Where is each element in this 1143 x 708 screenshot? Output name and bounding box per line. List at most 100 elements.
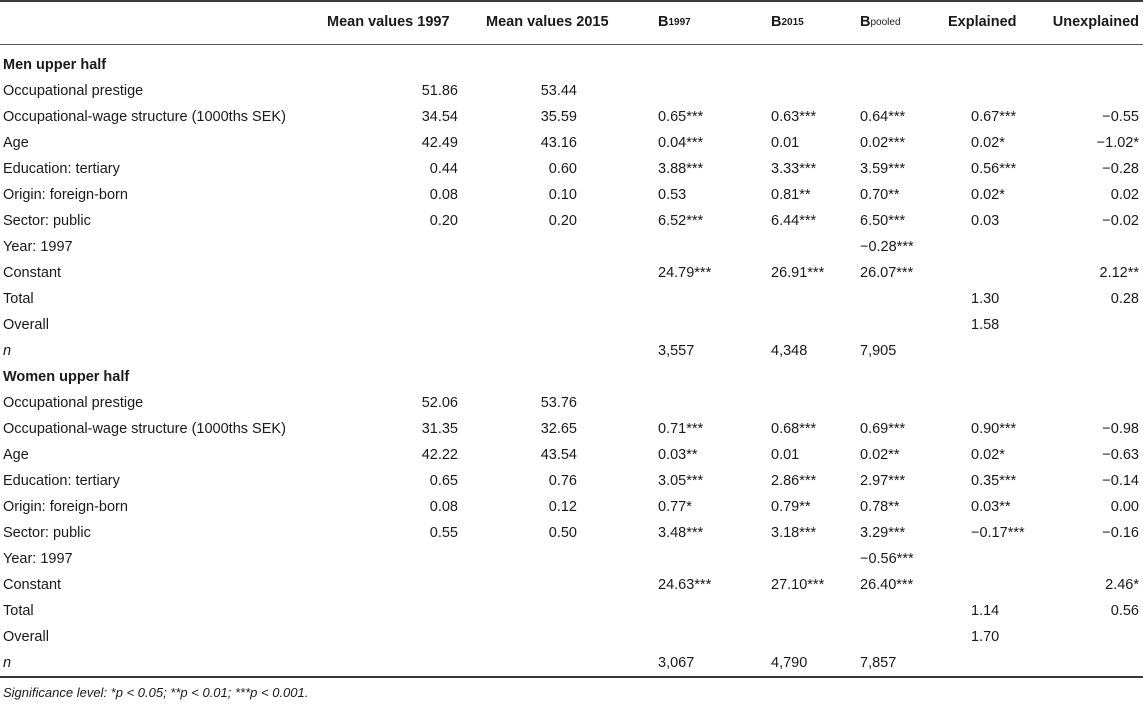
b-2015-cell: 0.68*** [771, 421, 817, 437]
b-pooled-cell: 0.02*** [860, 135, 906, 151]
table-row: Year: 1997 −0.28*** [0, 234, 1143, 260]
table-row: Sector: public 0.20 0.20 6.52*** 6.44*** 6.50… [0, 208, 1143, 234]
table-row: Overall 1.70 [0, 624, 1143, 650]
unexplained-cell: −0.14 [1102, 473, 1139, 489]
row-label: Education: tertiary [3, 473, 120, 489]
b-2015-cell: 0.01 [771, 447, 800, 463]
table-row: Origin: foreign-born 0.08 0.12 0.77* 0.79** 0… [0, 494, 1143, 520]
unexplained-cell: −0.63 [1102, 447, 1139, 463]
row-label: Origin: foreign-born [3, 187, 128, 203]
table-row: Total 1.30 0.28 [0, 286, 1143, 312]
explained-cell: 1.70 [971, 629, 1000, 645]
explained-cell: 1.58 [971, 317, 1000, 333]
b-1997-cell: 0.53 [658, 187, 687, 203]
table-row: Origin: foreign-born 0.08 0.10 0.53 0.81** 0.… [0, 182, 1143, 208]
mean-2015-cell: 0.20 [548, 213, 577, 229]
b-1997-cell: 3.88*** [658, 161, 704, 177]
row-label: Overall [3, 317, 49, 333]
row-label: Constant [3, 577, 62, 593]
b-1997-cell: 0.77* [658, 499, 692, 515]
explained-cell: 0.02* [971, 447, 1005, 463]
row-label: Overall [3, 629, 49, 645]
table-row: Occupational-wage structure (1000ths SEK… [0, 104, 1143, 130]
explained-cell: 0.35*** [971, 473, 1017, 489]
table-row: Age 42.22 43.54 0.03** 0.01 0.02** 0.02* −0.63 [0, 442, 1143, 468]
mean-1997-cell: 0.65 [429, 473, 458, 489]
b-1997-cell: 0.71*** [658, 421, 704, 437]
b-pooled-cell: 2.97*** [860, 473, 906, 489]
b-pooled-cell: 0.02** [860, 447, 900, 463]
table-bottom-rule [0, 676, 1143, 678]
mean-1997-cell: 34.54 [421, 109, 458, 125]
explained-cell: 1.14 [971, 603, 1000, 619]
b-1997-cell: 6.52*** [658, 213, 704, 229]
unexplained-cell: 0.56 [1110, 603, 1139, 619]
row-label: Constant [3, 265, 62, 281]
table-row: Total 1.14 0.56 [0, 598, 1143, 624]
table-row: Education: tertiary 0.65 0.76 3.05*** 2.86**… [0, 468, 1143, 494]
b-pooled-cell: 26.07*** [860, 265, 914, 281]
b-pooled-cell: 3.59*** [860, 161, 906, 177]
mean-1997-cell: 42.49 [421, 135, 458, 151]
table-top-rule [0, 0, 1143, 2]
row-label: Year: 1997 [3, 551, 73, 567]
b-2015-cell: 26.91*** [771, 265, 825, 281]
b-2015-cell: 6.44*** [771, 213, 817, 229]
b-2015-cell: 4,790 [771, 655, 808, 671]
unexplained-cell: −0.28 [1102, 161, 1139, 177]
row-label: Occupational prestige [3, 83, 144, 99]
mean-2015-cell: 32.65 [540, 421, 577, 437]
mean-2015-cell: 53.44 [540, 83, 577, 99]
row-label: Occupational-wage structure (1000ths SEK… [3, 421, 286, 437]
b-pooled-cell: 3.29*** [860, 525, 906, 541]
mean-2015-cell: 43.54 [540, 447, 577, 463]
row-label: Education: tertiary [3, 161, 120, 177]
b-2015-cell: 3.33*** [771, 161, 817, 177]
unexplained-cell: −0.98 [1102, 421, 1139, 437]
mean-1997-cell: 42.22 [421, 447, 458, 463]
unexplained-cell: −0.16 [1102, 525, 1139, 541]
table-row: Occupational-wage structure (1000ths SEK… [0, 416, 1143, 442]
header-b-2015: B 2015 [771, 14, 804, 30]
mean-2015-cell: 0.12 [548, 499, 577, 515]
row-label: Age [3, 135, 29, 151]
mean-2015-cell: 0.60 [548, 161, 577, 177]
explained-cell: 0.56*** [971, 161, 1017, 177]
mean-1997-cell: 0.55 [429, 525, 458, 541]
b-2015-cell: 0.79** [771, 499, 811, 515]
row-label: n [3, 655, 12, 671]
row-label: Year: 1997 [3, 239, 73, 255]
b-2015-cell: 27.10*** [771, 577, 825, 593]
section-header-row: Men upper half [0, 52, 1143, 78]
row-label: Occupational prestige [3, 395, 144, 411]
explained-cell: 0.02* [971, 187, 1005, 203]
b-pooled-cell: −0.56*** [860, 551, 914, 567]
row-label: Sector: public [3, 213, 91, 229]
b-2015-cell: 0.63*** [771, 109, 817, 125]
mean-1997-cell: 0.44 [429, 161, 458, 177]
unexplained-cell: −0.55 [1102, 109, 1139, 125]
row-label: Origin: foreign-born [3, 499, 128, 515]
mean-2015-cell: 0.10 [548, 187, 577, 203]
explained-cell: 0.90*** [971, 421, 1017, 437]
b-pooled-cell: 0.70** [860, 187, 900, 203]
explained-cell: 0.67*** [971, 109, 1017, 125]
mean-2015-cell: 35.59 [540, 109, 577, 125]
b-pooled-cell: 0.69*** [860, 421, 906, 437]
explained-cell: 0.03 [971, 213, 1000, 229]
significance-footnote: Significance level: *p < 0.05; **p < 0.0… [3, 685, 309, 700]
b-2015-cell: 3.18*** [771, 525, 817, 541]
table-row: n 3,557 4,348 7,905 [0, 338, 1143, 364]
header-explained: Explained [948, 14, 1017, 30]
explained-cell: 1.30 [971, 291, 1000, 307]
row-label: Total [3, 291, 34, 307]
unexplained-cell: 2.46* [1105, 577, 1139, 593]
unexplained-cell: 0.00 [1110, 499, 1139, 515]
row-label: n [3, 343, 12, 359]
b-pooled-cell: −0.28*** [860, 239, 914, 255]
b-1997-cell: 0.04*** [658, 135, 704, 151]
table-row: Constant 24.79*** 26.91*** 26.07*** 2.12** [0, 260, 1143, 286]
mean-1997-cell: 52.06 [421, 395, 458, 411]
header-b-1997: B 1997 [658, 14, 691, 30]
